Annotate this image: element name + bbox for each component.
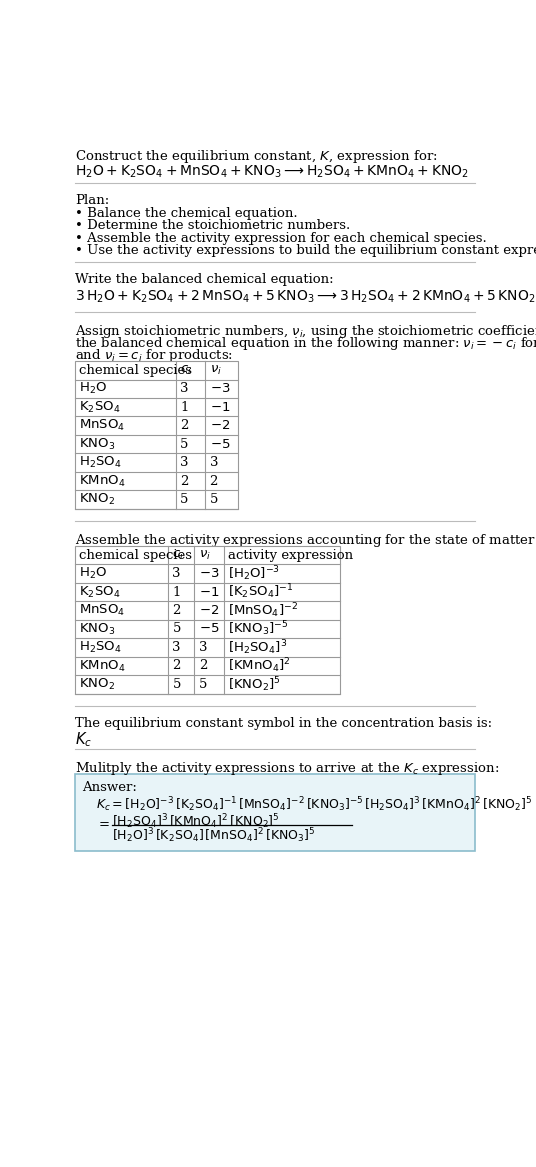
Text: $[\text{H}_2\text{O}]^{3}\,[\text{K}_2\text{SO}_4]\,[\text{MnSO}_4]^{2}\,[\text{: $[\text{H}_2\text{O}]^{3}\,[\text{K}_2\t… bbox=[112, 826, 315, 845]
Text: 2: 2 bbox=[199, 659, 207, 672]
Text: and $\nu_i = c_i$ for products:: and $\nu_i = c_i$ for products: bbox=[75, 347, 233, 364]
Text: $[\text{K}_2\text{SO}_4]^{-1}$: $[\text{K}_2\text{SO}_4]^{-1}$ bbox=[228, 582, 294, 601]
Text: $K_c = [\text{H}_2\text{O}]^{-3}\,[\text{K}_2\text{SO}_4]^{-1}\,[\text{MnSO}_4]^: $K_c = [\text{H}_2\text{O}]^{-3}\,[\text… bbox=[96, 795, 533, 815]
Text: $[\text{KNO}_2]^{5}$: $[\text{KNO}_2]^{5}$ bbox=[228, 675, 281, 693]
Text: 3: 3 bbox=[199, 641, 207, 654]
Text: 3: 3 bbox=[173, 567, 181, 580]
Text: • Assemble the activity expression for each chemical species.: • Assemble the activity expression for e… bbox=[75, 232, 487, 245]
Text: $\text{KNO}_3$: $\text{KNO}_3$ bbox=[79, 622, 116, 636]
Text: 5: 5 bbox=[173, 678, 181, 691]
Text: $\text{H}_2\text{SO}_4$: $\text{H}_2\text{SO}_4$ bbox=[79, 640, 122, 655]
Text: $c_i$: $c_i$ bbox=[180, 364, 192, 377]
Text: $[\text{KNO}_3]^{-5}$: $[\text{KNO}_3]^{-5}$ bbox=[228, 620, 289, 638]
Text: 2: 2 bbox=[180, 419, 189, 432]
Text: 2: 2 bbox=[180, 475, 189, 488]
Text: $\text{MnSO}_4$: $\text{MnSO}_4$ bbox=[79, 603, 125, 619]
Text: $\text{KMnO}_4$: $\text{KMnO}_4$ bbox=[79, 658, 126, 673]
Text: $\text{MnSO}_4$: $\text{MnSO}_4$ bbox=[79, 418, 125, 433]
Text: 3: 3 bbox=[180, 456, 189, 469]
Text: $\text{KNO}_2$: $\text{KNO}_2$ bbox=[79, 492, 115, 508]
Text: • Balance the chemical equation.: • Balance the chemical equation. bbox=[75, 207, 297, 221]
Text: $[\text{MnSO}_4]^{-2}$: $[\text{MnSO}_4]^{-2}$ bbox=[228, 601, 299, 620]
Text: $\text{KNO}_2$: $\text{KNO}_2$ bbox=[79, 677, 115, 692]
Text: $c_i$: $c_i$ bbox=[173, 548, 184, 561]
Text: $\text{H}_2\text{SO}_4$: $\text{H}_2\text{SO}_4$ bbox=[79, 455, 122, 470]
Text: $\text{K}_2\text{SO}_4$: $\text{K}_2\text{SO}_4$ bbox=[79, 585, 121, 600]
Text: $\text{H}_2\text{O}$: $\text{H}_2\text{O}$ bbox=[79, 566, 108, 581]
Text: $\text{KMnO}_4$: $\text{KMnO}_4$ bbox=[79, 474, 126, 489]
Text: $-1$: $-1$ bbox=[199, 586, 219, 599]
Text: $\text{H}_2\text{O} + \text{K}_2\text{SO}_4 + \text{MnSO}_4 + \text{KNO}_3 \long: $\text{H}_2\text{O} + \text{K}_2\text{SO… bbox=[75, 163, 469, 180]
Text: $=$: $=$ bbox=[96, 817, 110, 830]
Text: • Determine the stoichiometric numbers.: • Determine the stoichiometric numbers. bbox=[75, 219, 350, 232]
Text: 2: 2 bbox=[173, 659, 181, 672]
Text: $\nu_i$: $\nu_i$ bbox=[199, 548, 211, 561]
Text: Write the balanced chemical equation:: Write the balanced chemical equation: bbox=[75, 273, 333, 286]
Bar bbox=[75, 361, 237, 509]
Text: Assign stoichiometric numbers, $\nu_i$, using the stoichiometric coefficients, $: Assign stoichiometric numbers, $\nu_i$, … bbox=[75, 322, 536, 340]
Text: $\text{H}_2\text{O}$: $\text{H}_2\text{O}$ bbox=[79, 382, 108, 397]
Text: chemical species: chemical species bbox=[79, 548, 192, 561]
Text: 1: 1 bbox=[173, 586, 181, 599]
Text: Mulitply the activity expressions to arrive at the $K_c$ expression:: Mulitply the activity expressions to arr… bbox=[75, 760, 499, 777]
Text: $[\text{H}_2\text{SO}_4]^{3}\,[\text{KMnO}_4]^{2}\,[\text{KNO}_2]^{5}$: $[\text{H}_2\text{SO}_4]^{3}\,[\text{KMn… bbox=[112, 812, 280, 831]
Text: $-3$: $-3$ bbox=[199, 567, 219, 580]
Bar bbox=[75, 546, 340, 693]
Text: 2: 2 bbox=[173, 605, 181, 617]
Bar bbox=[75, 361, 237, 509]
Text: Assemble the activity expressions accounting for the state of matter and $\nu_i$: Assemble the activity expressions accoun… bbox=[75, 532, 536, 548]
Text: • Use the activity expressions to build the equilibrium constant expression.: • Use the activity expressions to build … bbox=[75, 244, 536, 257]
Text: $-5$: $-5$ bbox=[199, 622, 219, 636]
Text: chemical species: chemical species bbox=[79, 364, 192, 377]
Bar bbox=[75, 546, 340, 693]
Text: $-5$: $-5$ bbox=[210, 438, 230, 450]
Text: $-1$: $-1$ bbox=[210, 400, 230, 414]
Text: 5: 5 bbox=[180, 494, 189, 506]
Text: Construct the equilibrium constant, $K$, expression for:: Construct the equilibrium constant, $K$,… bbox=[75, 148, 437, 165]
Text: $3\,\text{H}_2\text{O} + \text{K}_2\text{SO}_4 + 2\,\text{MnSO}_4 + 5\,\text{KNO: $3\,\text{H}_2\text{O} + \text{K}_2\text… bbox=[75, 288, 535, 305]
Bar bbox=[75, 774, 475, 851]
Text: $-3$: $-3$ bbox=[210, 383, 230, 396]
Text: 5: 5 bbox=[180, 438, 189, 450]
Text: 3: 3 bbox=[210, 456, 218, 469]
Text: $-2$: $-2$ bbox=[199, 605, 219, 617]
Text: The equilibrium constant symbol in the concentration basis is:: The equilibrium constant symbol in the c… bbox=[75, 717, 492, 729]
Text: $-2$: $-2$ bbox=[210, 419, 230, 432]
Text: $\text{K}_2\text{SO}_4$: $\text{K}_2\text{SO}_4$ bbox=[79, 399, 121, 414]
Text: $\nu_i$: $\nu_i$ bbox=[210, 364, 221, 377]
Text: $\text{KNO}_3$: $\text{KNO}_3$ bbox=[79, 436, 116, 452]
Text: activity expression: activity expression bbox=[228, 548, 353, 561]
Text: $K_c$: $K_c$ bbox=[75, 731, 92, 749]
Text: the balanced chemical equation in the following manner: $\nu_i = -c_i$ for react: the balanced chemical equation in the fo… bbox=[75, 335, 536, 351]
Text: 3: 3 bbox=[180, 383, 189, 396]
Text: Plan:: Plan: bbox=[75, 194, 109, 207]
Text: $[\text{KMnO}_4]^{2}$: $[\text{KMnO}_4]^{2}$ bbox=[228, 657, 291, 676]
Text: 1: 1 bbox=[180, 400, 189, 414]
Text: 5: 5 bbox=[210, 494, 218, 506]
Text: $[\text{H}_2\text{SO}_4]^{3}$: $[\text{H}_2\text{SO}_4]^{3}$ bbox=[228, 638, 287, 657]
Text: 5: 5 bbox=[173, 622, 181, 636]
Text: 5: 5 bbox=[199, 678, 207, 691]
Text: $[\text{H}_2\text{O}]^{-3}$: $[\text{H}_2\text{O}]^{-3}$ bbox=[228, 564, 280, 582]
Text: Answer:: Answer: bbox=[83, 782, 137, 795]
Text: 2: 2 bbox=[210, 475, 218, 488]
Text: 3: 3 bbox=[173, 641, 181, 654]
